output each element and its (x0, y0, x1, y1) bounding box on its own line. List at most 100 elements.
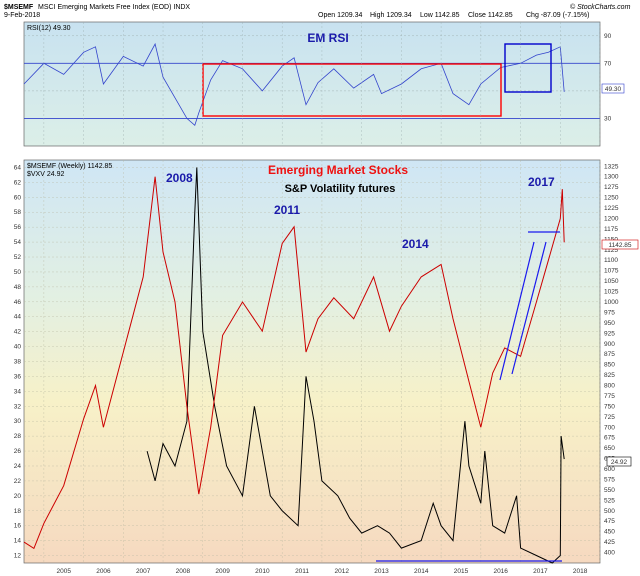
rsi-ticks: 30507090 (604, 33, 612, 123)
left-tick-label: 52 (14, 254, 22, 261)
x-axis-ticks: 2005 2006 2007 2008 2009 2010 2011 2012 2013 2014… (56, 568, 587, 575)
header-high: High 1209.34 (370, 12, 412, 19)
rsi-red-box (202, 63, 502, 117)
x-tick-label: 2013 (374, 568, 389, 575)
right-tick-label: 1025 (604, 289, 619, 296)
price-grid (24, 22, 601, 563)
right-tick-label: 975 (604, 309, 615, 316)
right-tick-label: 1075 (604, 268, 619, 275)
left-tick-label: 64 (14, 164, 22, 171)
left-tick-label: 54 (14, 239, 22, 246)
rsi-tick-label: 90 (604, 33, 612, 40)
price-legend: $MSEMF (Weekly) 1142.85 (27, 163, 112, 170)
right-tick-label: 1225 (604, 205, 619, 212)
right-tick-label: 1200 (604, 215, 619, 222)
right-tick-label: 850 (604, 362, 615, 369)
rsi-line (23, 42, 565, 127)
left-tick-label: 58 (14, 209, 22, 216)
trend-lower-line (511, 241, 547, 375)
left-tick-label: 60 (14, 194, 22, 201)
right-tick-label: 1325 (604, 163, 619, 170)
x-tick-label: 2018 (573, 568, 588, 575)
left-tick-label: 16 (14, 523, 22, 530)
left-tick-label: 18 (14, 508, 22, 515)
vxv-last-value: 24.92 (611, 459, 628, 466)
rsi-last-badge (601, 83, 625, 94)
price-title: Emerging Market Stocks (268, 163, 408, 177)
stockcharts-logo: © StockCharts.com (570, 3, 631, 11)
left-tick-label: 46 (14, 299, 22, 306)
right-tick-label: 775 (604, 393, 615, 400)
price-last-badge (601, 239, 639, 250)
right-tick-label: 475 (604, 518, 615, 525)
vxv-last-badge (606, 456, 632, 467)
right-tick-label: 1175 (604, 226, 618, 233)
right-tick-label: 700 (604, 424, 615, 431)
x-tick-label: 2017 (533, 568, 548, 575)
right-tick-label: 1100 (604, 257, 618, 264)
price-last-value: 1142.85 (608, 242, 631, 249)
vxv-legend: $VXV 24.92 (27, 171, 64, 178)
left-tick-label: 20 (14, 493, 22, 500)
right-tick-label: 525 (604, 497, 615, 504)
right-tick-label: 650 (604, 445, 615, 452)
header-low: Low 1142.85 (420, 12, 460, 19)
right-tick-label: 500 (604, 508, 615, 515)
right-tick-label: 1000 (604, 299, 619, 306)
annotation-2017: 2017 (528, 175, 555, 189)
x-tick-label: 2007 (136, 568, 151, 575)
left-axis-ticks: 12 14 16 18 20 22 24 26 28 30 32 34 36 38 40 42 44 46 48 50… (14, 164, 22, 559)
x-tick-label: 2011 (295, 568, 309, 575)
left-tick-label: 56 (14, 224, 22, 231)
left-tick-label: 28 (14, 433, 22, 440)
left-tick-label: 48 (14, 284, 22, 291)
right-tick-label: 950 (604, 320, 615, 327)
x-tick-label: 2005 (56, 568, 71, 575)
right-tick-label: 425 (604, 539, 615, 546)
left-tick-label: 24 (14, 463, 22, 470)
right-tick-label: 600 (604, 466, 615, 473)
right-tick-label: 1275 (604, 184, 619, 191)
left-tick-label: 26 (14, 448, 22, 455)
x-tick-label: 2008 (176, 568, 191, 575)
left-tick-label: 38 (14, 359, 22, 366)
left-tick-label: 22 (14, 478, 22, 485)
x-tick-label: 2016 (493, 568, 508, 575)
rsi-panel-bg (23, 21, 601, 147)
rsi-tick-label: 30 (604, 115, 612, 122)
header-chg: Chg -87.09 (-7.15%) (526, 12, 589, 19)
price-subtitle: S&P Volatility futures (285, 183, 396, 195)
header-open: Open 1209.34 (318, 12, 362, 19)
right-tick-label: 800 (604, 383, 615, 390)
left-tick-label: 44 (14, 314, 22, 321)
x-tick-label: 2009 (215, 568, 230, 575)
header-symbol: $MSEMF (4, 4, 34, 11)
right-tick-label: 1300 (604, 174, 619, 181)
left-tick-label: 36 (14, 373, 22, 380)
rsi-tick-label: 70 (604, 60, 612, 67)
right-tick-label: 725 (604, 414, 615, 421)
right-tick-label: 450 (604, 529, 615, 536)
left-tick-label: 62 (14, 179, 22, 186)
right-tick-label: 900 (604, 341, 615, 348)
right-tick-label: 1250 (604, 195, 619, 202)
rsi-last-value: 49.30 (605, 86, 622, 93)
right-axis-ticks: 4004254504755005255505756006256506757007… (604, 163, 619, 556)
right-tick-label: 1050 (604, 278, 619, 285)
left-tick-label: 32 (14, 403, 22, 410)
left-tick-label: 40 (14, 344, 22, 351)
header-close: Close 1142.85 (468, 12, 513, 19)
right-tick-label: 750 (604, 403, 615, 410)
x-tick-label: 2014 (414, 568, 429, 575)
right-tick-label: 825 (604, 372, 615, 379)
left-tick-label: 30 (14, 418, 22, 425)
vxv-line (146, 167, 565, 564)
left-tick-label: 50 (14, 269, 22, 276)
annotation-2014: 2014 (402, 237, 429, 251)
x-tick-label: 2010 (255, 568, 270, 575)
x-tick-label: 2015 (454, 568, 469, 575)
right-tick-label: 675 (604, 435, 615, 442)
rsi-blue-box (504, 43, 552, 93)
right-tick-label: 550 (604, 487, 615, 494)
